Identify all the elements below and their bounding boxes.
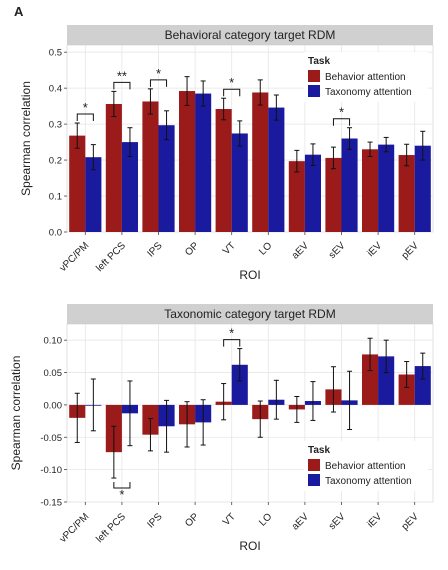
chart2-y-tick-label: 0.10 [44,336,63,347]
chart2-bar-behavior [361,354,379,405]
chart2-x-tick-label: VT [221,511,238,528]
chart2-x-tick-label: pEV [400,511,421,532]
chart1-title-strip [67,25,433,45]
chart1-x-tick-label: left PCS [94,240,128,274]
chart1-bar-behavior [361,149,379,232]
chart1-x-tick-label: aEV [290,240,311,261]
chart2-legend-title: Task [308,445,330,456]
chart1-x-tick-label: sEV [327,240,348,261]
chart1-y-tick-label: 0.5 [49,48,62,59]
chart2-legend-swatch-taxonomy [308,474,320,486]
chart2-significance-bracket [113,482,131,489]
chart1-y-axis-label: Spearman correlation [19,81,33,196]
chart1-bar-taxonomy [195,93,212,232]
chart2-significance-label: * [119,487,124,502]
chart1-x-tick-label: pEV [400,240,421,261]
chart2-x-tick-label: OP [183,511,201,529]
chart1-significance-label: ** [117,68,127,83]
chart1-bar-taxonomy [158,125,175,232]
chart1-bar-behavior [105,103,122,232]
chart1-legend-swatch-behavior [308,70,320,82]
chart2-x-axis-label: ROI [239,539,260,553]
chart1-legend-label: Behavior attention [325,72,406,83]
chart2-bar-taxonomy [378,356,395,405]
chart1-legend-title: Task [308,56,330,67]
chart1-x-tick-label: IPS [145,240,164,259]
chart1-y-tick-label: 0.2 [49,156,62,167]
chart2-bar-taxonomy [231,364,248,405]
chart1-significance-label: * [339,105,344,120]
chart1-title: Behavioral category target RDM [165,28,336,42]
chart2-y-tick-label: -0.05 [40,433,62,444]
chart2-y-axis-label: Spearman correlation [9,356,23,471]
chart2-legend-label: Behavior attention [325,461,406,472]
chart1-bar-taxonomy [414,145,431,232]
chart1-bar-taxonomy [378,144,395,232]
chart1-bar-behavior [288,161,305,232]
chart2-significance-label: * [229,326,234,341]
chart1-y-tick-label: 0.0 [49,228,62,239]
chart1-bar-behavior [252,92,269,232]
chart1-legend-label: Taxonomy attention [325,87,412,98]
chart1-significance-label: * [229,75,234,90]
chart1-bar-behavior [142,101,159,232]
chart1-legend-box [304,52,428,102]
chart1-significance-bracket [332,118,351,126]
chart2-x-tick-label: iEV [365,511,384,530]
chart2-bar-behavior [398,374,415,405]
chart1-bar-behavior [398,155,415,232]
chart1-bar-taxonomy [341,138,358,232]
chart1-bar-taxonomy [268,107,285,232]
chart2-legend-swatch-behavior [308,459,320,471]
panel-label: A [14,4,24,19]
chart2-x-tick-label: vPC/PM [58,511,92,545]
chart1-x-tick-label: vPC/PM [58,240,92,274]
chart1-x-tick-label: iEV [365,240,384,259]
chart1-significance-label: * [156,66,161,81]
chart2-title: Taxonomic category target RDM [164,307,335,321]
chart2-x-tick-label: aEV [290,511,311,532]
chart2-y-tick-label: 0.00 [44,400,63,411]
chart1-significance-bracket [113,81,131,90]
chart2-x-tick-label: sEV [327,511,348,532]
chart1-x-tick-label: VT [221,240,238,257]
chart1-bar-taxonomy [231,133,248,232]
chart1-bar-behavior [325,157,342,232]
chart2-x-tick-label: LO [257,511,274,528]
chart2-x-tick-label: IPS [145,511,164,530]
chart1-bar-behavior [178,91,196,233]
chart1-y-tick-label: 0.3 [49,120,62,131]
chart1-x-axis-label: ROI [239,268,260,282]
chart1-x-tick-label: LO [257,240,274,257]
chart1-y-tick-label: 0.1 [49,192,62,203]
chart1-bar-taxonomy [304,154,322,232]
chart1-x-tick-label: OP [183,240,201,258]
chart1-y-tick-label: 0.4 [49,84,62,95]
chart1-bar-behavior [215,109,232,232]
chart2-bar-taxonomy [414,366,431,405]
chart2-legend-label: Taxonomy attention [325,476,412,487]
chart1-significance-label: * [83,100,88,115]
chart1-bar-behavior [69,135,86,232]
chart2-y-tick-label: -0.10 [40,465,62,476]
chart1-bar-taxonomy [121,142,139,232]
chart2-y-tick-label: -0.15 [40,498,62,509]
chart1-significance-bracket [223,88,241,97]
chart2-significance-bracket [223,339,241,347]
chart2-x-tick-label: left PCS [94,511,128,545]
chart1-significance-bracket [76,113,94,122]
chart2-title-strip [67,304,433,324]
chart2-legend-box [304,441,428,491]
chart1-significance-bracket [149,79,168,87]
chart1-bar-taxonomy [85,157,102,232]
chart2-y-tick-label: 0.05 [44,368,63,379]
chart1-legend-swatch-taxonomy [308,85,320,97]
